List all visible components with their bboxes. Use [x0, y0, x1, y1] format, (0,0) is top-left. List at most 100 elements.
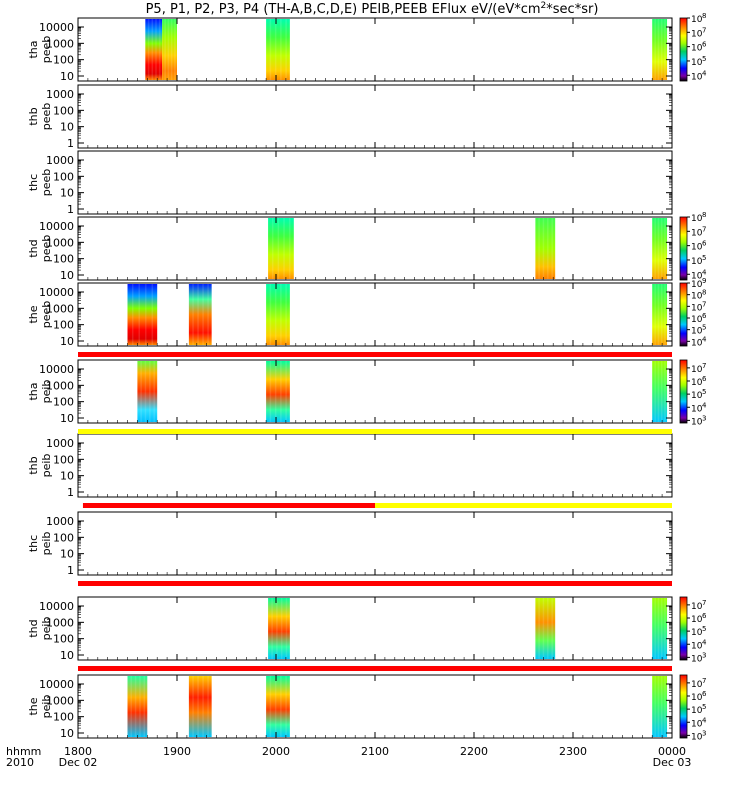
mode-bar-tha [78, 429, 672, 434]
panel-thb-peib: 1 10 100 1000 thb peib [27, 433, 673, 499]
spectrogram-streak [269, 676, 272, 737]
panel-frame [77, 359, 673, 424]
colorbar-tick-exponent: 8 [702, 289, 706, 297]
spectrogram-streak [174, 19, 176, 80]
spectrogram-streak [274, 284, 277, 345]
colorbar-tick-label: 10 [691, 228, 703, 238]
colorbar-tick-label: 10 [691, 404, 703, 414]
colorbar-tick-label: 10 [691, 641, 703, 651]
spectrogram-streak [664, 218, 666, 279]
colorbar-tick-label: 10 [691, 72, 703, 82]
colorbar-tick-label: 10 [691, 338, 703, 348]
colorbar-tick-exponent: 7 [702, 300, 706, 308]
colorbar-tick-label: 10 [691, 365, 703, 375]
y-tick-label: 10 [60, 548, 74, 561]
y-tick-label: 100 [53, 453, 74, 466]
spectrogram-streak [274, 361, 277, 422]
y-tick-label: 100 [53, 104, 74, 117]
colorbar-tick-exponent: 7 [702, 26, 706, 34]
colorbar-tick-label: 10 [691, 680, 703, 690]
spectrogram-streak [285, 19, 287, 80]
y-tick-label: 10 [60, 727, 74, 740]
spectrogram-streak [660, 284, 663, 345]
x-tick-label: 1800 [64, 745, 92, 758]
spectrogram-streak [283, 218, 285, 279]
panel-product-label: peeb [40, 103, 53, 131]
colorbar-tick-label: 10 [691, 732, 703, 742]
y-tick-label: 10000 [39, 286, 74, 299]
spectrogram-block [127, 676, 148, 737]
spectrogram-streak [285, 676, 287, 737]
colorbar-tick-label: 10 [691, 654, 703, 664]
colorbar-tick-exponent: 9 [702, 277, 706, 285]
y-tick-label: 1000 [46, 616, 74, 629]
colorbar-tick-exponent: 5 [702, 55, 706, 63]
spectrogram-streak [197, 676, 199, 737]
mode-bar-segment [78, 666, 672, 671]
y-tick-label: 100 [53, 319, 74, 332]
y-tick-label: 10 [60, 187, 74, 200]
panel-probe-label: the [27, 305, 40, 323]
spectrogram-block [188, 676, 212, 737]
y-tick-label: 1000 [46, 37, 74, 50]
y-tick-label: 1000 [46, 236, 74, 249]
panel-frame [77, 674, 673, 739]
colorbar-tick-label: 10 [691, 29, 703, 39]
figure-title-superscript: 2 [541, 1, 547, 11]
spectrogram-streak [285, 361, 287, 422]
panel-product-label: peib [40, 532, 53, 556]
colorbar-tick-exponent: 4 [702, 335, 707, 343]
y-tick-label: 10 [60, 470, 74, 483]
mode-bar-segment [375, 503, 672, 508]
colorbar-tick-exponent: 7 [702, 225, 706, 233]
panel-frame [77, 216, 673, 281]
spectrogram-streak [143, 676, 146, 737]
spectrogram-streak [164, 19, 166, 80]
y-tick-label: 1000 [46, 515, 74, 528]
spectrogram-streak [192, 676, 194, 737]
panel-frame [77, 433, 673, 498]
panel-probe-label: the [27, 697, 40, 715]
panel-probe-label: tha [27, 40, 40, 58]
spectrogram-streak [657, 218, 660, 279]
spectrogram-streak [280, 361, 282, 422]
colorbar [679, 359, 688, 424]
y-tick-label: 10 [60, 335, 74, 348]
colorbar-tick-label: 10 [691, 378, 703, 388]
spectrogram-streak [202, 676, 204, 737]
spectrogram-block [652, 676, 668, 737]
spectrogram-streak [151, 19, 154, 80]
spectrogram-block [535, 598, 556, 659]
spectrogram-streak [158, 19, 161, 80]
spectrogram-streak [269, 361, 272, 422]
panel-frame [77, 282, 673, 347]
spectrogram-streak [660, 19, 663, 80]
colorbar [679, 596, 688, 661]
panel-thc-peib: 1 10 100 1000 thc peib [27, 511, 673, 577]
colorbar-tick-exponent: 4 [702, 401, 707, 409]
panel-product-label: peeb [40, 169, 53, 197]
spectrogram-streak [547, 598, 549, 659]
spectrogram-streak [144, 361, 147, 422]
spectrogram-streak [280, 19, 282, 80]
spectrogram-streak [657, 598, 660, 659]
y-tick-label: 10 [60, 269, 74, 282]
panel-product-label: peib [40, 454, 53, 478]
spectrogram-streak [280, 284, 282, 345]
spectrogram-streak [271, 598, 273, 659]
colorbar-tick-label: 10 [691, 706, 703, 716]
mode-bar-the [78, 352, 672, 357]
y-tick-label: 1 [67, 564, 74, 577]
x-tick-label: 0000 [658, 745, 686, 758]
panel-probe-label: tha [27, 382, 40, 400]
spectrogram-block [266, 19, 290, 80]
spectrogram-streak [170, 19, 173, 80]
colorbar-tick-exponent: 7 [702, 677, 706, 685]
colorbar-tick-label: 10 [691, 327, 703, 337]
